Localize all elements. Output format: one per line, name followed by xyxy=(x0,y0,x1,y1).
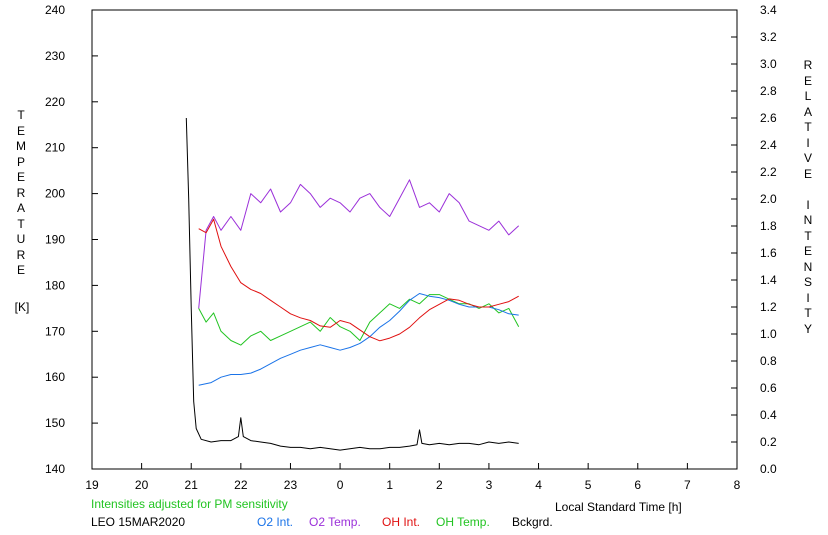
axis-label-letter xyxy=(801,182,815,198)
axis-label-letter: R xyxy=(803,58,813,72)
axis-label-letter: I xyxy=(806,197,810,212)
axis-label-letter: E xyxy=(803,73,812,88)
axis-label-letter: E xyxy=(16,123,25,138)
x-tick-label: 19 xyxy=(85,478,99,492)
axis-label-letter: E xyxy=(16,170,25,184)
axis-label-letter: R xyxy=(16,185,26,200)
right-tick-label: 0.4 xyxy=(760,408,777,422)
legend-bckgrd: Bckgrd. xyxy=(512,515,553,529)
axis-label-letter: M xyxy=(16,139,26,153)
x-tick-label: 2 xyxy=(436,478,443,492)
left-tick-label: 140 xyxy=(45,462,65,476)
right-tick-label: 1.4 xyxy=(760,273,777,287)
right-tick-label: 3.0 xyxy=(760,57,777,71)
right-tick-label: 0.0 xyxy=(760,462,777,476)
axis-label-letter: N xyxy=(803,213,813,227)
axis-label-letter: E xyxy=(16,263,25,277)
x-tick-label: 20 xyxy=(135,478,149,492)
right-tick-label: 1.8 xyxy=(760,219,777,233)
series-layer xyxy=(185,117,520,451)
axis-label-letter: L xyxy=(804,89,812,103)
left-tick-label: 240 xyxy=(45,3,65,17)
plot-frame xyxy=(91,9,738,470)
x-tick-label: 8 xyxy=(734,478,741,492)
left-tick-label: 160 xyxy=(45,370,65,384)
left-tick-label: 190 xyxy=(45,233,65,247)
legend-oh-int: OH Int. xyxy=(382,515,421,529)
axis-label-letter: V xyxy=(803,151,812,165)
x-axis-label: Local Standard Time [h] xyxy=(555,500,682,514)
left-axis-ticks: 140 150 160 170 180 190 200 210 220 230 240 xyxy=(45,3,98,476)
axis-label-letter: P xyxy=(16,154,25,169)
right-tick-label: 0.6 xyxy=(760,381,777,395)
axis-label-letter: Y xyxy=(803,321,812,336)
left-tick-label: 150 xyxy=(45,416,65,430)
left-axis-unit: [K] xyxy=(14,300,30,314)
right-tick-label: 2.0 xyxy=(760,192,777,206)
x-tick-label: 22 xyxy=(234,478,248,492)
right-tick-label: 3.2 xyxy=(760,30,777,44)
left-tick-label: 230 xyxy=(45,49,65,63)
axis-label-letter: E xyxy=(803,244,812,258)
axis-label-letter: E xyxy=(803,166,812,181)
x-tick-label: 7 xyxy=(684,478,691,492)
axis-label-letter: T xyxy=(804,120,812,134)
axis-label-letter: T xyxy=(804,306,812,320)
right-tick-label: 3.4 xyxy=(760,3,777,17)
left-tick-label: 220 xyxy=(45,95,65,109)
x-tick-label: 1 xyxy=(386,478,393,492)
x-tick-label: 6 xyxy=(634,478,641,492)
station-date: LEO 15MAR2020 xyxy=(91,515,186,529)
axis-label-letter: I xyxy=(806,135,810,150)
right-tick-label: 2.8 xyxy=(760,84,777,98)
legend-o2-temp: O2 Temp. xyxy=(309,515,361,529)
left-tick-label: 210 xyxy=(45,141,65,155)
series-line-o2-int xyxy=(198,293,519,386)
x-tick-label: 0 xyxy=(337,478,344,492)
legend-oh-temp: OH Temp. xyxy=(436,515,490,529)
axis-label-letter: A xyxy=(803,104,812,119)
axis-label-letter: T xyxy=(17,216,25,231)
x-tick-label: 23 xyxy=(284,478,298,492)
right-axis-ticks: 0.0 0.2 0.4 0.6 0.8 1.0 1.2 1.4 1.6 1.8 2.0 2.2 2.4 2… xyxy=(731,3,777,476)
axis-label-letter: U xyxy=(16,232,26,246)
right-tick-label: 0.8 xyxy=(760,354,777,368)
axis-label-letter: T xyxy=(804,228,812,243)
series-line-oh-temp xyxy=(198,294,520,346)
right-tick-label: 1.2 xyxy=(760,300,777,314)
right-tick-label: 2.6 xyxy=(760,111,777,125)
x-tick-label: 3 xyxy=(486,478,493,492)
right-tick-label: 2.2 xyxy=(760,165,777,179)
left-tick-label: 170 xyxy=(45,324,65,338)
series-line-bckgrd xyxy=(185,117,519,451)
x-tick-label: 21 xyxy=(185,478,199,492)
left-tick-label: 200 xyxy=(45,187,65,201)
right-tick-label: 1.6 xyxy=(760,246,777,260)
x-tick-label: 5 xyxy=(585,478,592,492)
right-tick-label: 1.0 xyxy=(760,327,777,341)
axis-label-letter: N xyxy=(803,259,813,274)
x-tick-label: 4 xyxy=(535,478,542,492)
axis-label-letter: T xyxy=(17,108,25,122)
right-tick-label: 2.4 xyxy=(760,138,777,152)
left-tick-label: 180 xyxy=(45,278,65,292)
axis-label-letter: S xyxy=(803,275,812,289)
axis-label-letter: A xyxy=(16,201,25,215)
axis-label-letter: R xyxy=(16,247,26,262)
axis-label-letter: I xyxy=(806,290,810,305)
sensitivity-note: Intensities adjusted for PM sensitivity xyxy=(91,497,288,511)
right-tick-label: 0.2 xyxy=(760,435,777,449)
series-line-o2-temp xyxy=(198,179,520,309)
series-line-oh-int xyxy=(198,218,519,342)
legend-o2-int: O2 Int. xyxy=(257,515,294,529)
x-axis-ticks: 19 20 21 22 23 0 1 2 3 4 5 6 7 8 xyxy=(85,463,741,492)
